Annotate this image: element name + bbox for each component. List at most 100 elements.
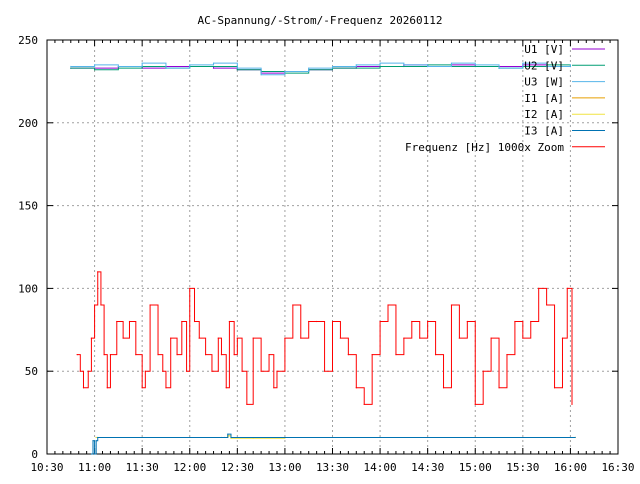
data-point-frequenz xyxy=(466,320,468,323)
data-point-frequenz xyxy=(363,403,365,405)
data-point-frequenz xyxy=(411,320,413,323)
data-point-frequenz xyxy=(79,370,81,372)
data-point-u2 xyxy=(403,65,405,68)
data-point-i3 xyxy=(97,436,99,439)
series-line-u3 xyxy=(70,62,571,76)
chart-title: AC-Spannung/-Strom/-Frequenz 20260112 xyxy=(197,14,442,27)
x-tick-label: 16:30 xyxy=(601,461,634,474)
plot-border xyxy=(46,39,619,455)
data-point-frequenz xyxy=(170,337,172,339)
data-point-i3 xyxy=(93,453,96,455)
data-point-frequenz xyxy=(198,337,200,339)
data-point-i3 xyxy=(95,440,97,442)
data-point-frequenz xyxy=(93,304,96,306)
data-point-frequenz xyxy=(228,320,231,323)
axes: 10:30 11:00 11:30 12:00 12:30 13:00 13:30 14:00… xyxy=(18,34,634,474)
data-point-i3 xyxy=(141,436,143,439)
data-point-u3 xyxy=(212,62,215,64)
data-point-frequenz xyxy=(566,287,568,289)
data-point-i3 xyxy=(474,436,476,439)
x-tick-label: 13:00 xyxy=(268,461,301,474)
data-point-frequenz xyxy=(506,354,508,356)
data-point-i3 xyxy=(284,436,286,439)
data-point-frequenz xyxy=(458,337,460,339)
data-point-u3 xyxy=(355,64,357,66)
data-point-u2 xyxy=(70,67,72,69)
data-point-frequenz xyxy=(339,337,342,339)
data-point-frequenz xyxy=(141,387,143,389)
x-tick-label: 15:00 xyxy=(459,461,492,474)
data-point-frequenz xyxy=(546,304,548,306)
data-point-u3 xyxy=(260,74,262,76)
x-tick-label: 13:30 xyxy=(316,461,349,474)
x-tick-label: 12:30 xyxy=(221,461,254,474)
legend: U1 [V] U2 [V] U3 [W] I1 [A] I2 [A] I3 [A] Freq… xyxy=(405,43,605,154)
data-point-u3 xyxy=(379,62,381,64)
x-tick-label: 14:30 xyxy=(411,461,444,474)
x-tick-label: 11:30 xyxy=(126,461,159,474)
data-point-frequenz xyxy=(135,354,137,356)
data-point-frequenz xyxy=(162,370,164,372)
data-point-u3 xyxy=(427,65,429,68)
x-tick-label: 14:00 xyxy=(364,461,397,474)
data-point-u3 xyxy=(70,65,72,68)
data-point-frequenz xyxy=(109,354,112,356)
data-point-frequenz xyxy=(419,337,421,339)
data-point-frequenz xyxy=(157,354,159,356)
data-point-u3 xyxy=(403,64,405,66)
data-point-frequenz xyxy=(185,370,188,372)
data-point-frequenz xyxy=(538,287,540,289)
x-tick-label: 11:00 xyxy=(78,461,111,474)
data-point-frequenz xyxy=(331,320,334,323)
data-point-frequenz xyxy=(371,354,373,356)
data-point-u2 xyxy=(236,69,238,71)
data-point-i3 xyxy=(224,436,226,439)
data-point-frequenz xyxy=(122,337,124,339)
legend-label: U2 [V] xyxy=(524,59,564,72)
data-point-frequenz xyxy=(103,354,105,356)
data-point-i3 xyxy=(189,436,191,439)
data-point-u3 xyxy=(189,64,191,66)
data-point-frequenz xyxy=(189,287,191,289)
data-point-u2 xyxy=(379,65,381,68)
data-point-frequenz xyxy=(347,354,349,356)
y-tick-label: 0 xyxy=(31,448,38,461)
data-point-frequenz xyxy=(176,354,178,356)
data-point-frequenz xyxy=(87,370,89,372)
data-point-u3 xyxy=(141,62,143,64)
legend-label: U3 [W] xyxy=(524,76,564,89)
data-point-i3 xyxy=(227,433,229,435)
y-tick-label: 50 xyxy=(25,365,38,378)
data-point-frequenz xyxy=(434,354,437,356)
data-point-u3 xyxy=(546,65,548,68)
plot-area xyxy=(70,62,576,455)
series-line-u2 xyxy=(70,64,571,74)
data-point-frequenz xyxy=(211,370,213,372)
x-tick-label: 12:00 xyxy=(173,461,206,474)
data-point-frequenz xyxy=(241,370,243,372)
data-point-frequenz xyxy=(323,370,326,372)
data-point-frequenz xyxy=(522,337,524,339)
series-line-frequenz xyxy=(77,271,573,405)
data-point-frequenz xyxy=(217,337,219,339)
data-point-u3 xyxy=(474,64,476,66)
data-point-i3 xyxy=(90,453,93,455)
data-point-frequenz xyxy=(403,337,405,339)
data-point-u2 xyxy=(212,65,215,68)
data-point-frequenz xyxy=(225,387,227,389)
data-point-frequenz xyxy=(220,354,223,356)
data-point-u3 xyxy=(498,67,500,69)
data-point-frequenz xyxy=(316,320,318,323)
data-point-i2 xyxy=(252,437,254,439)
data-point-u3 xyxy=(284,70,286,73)
data-point-frequenz xyxy=(530,320,532,323)
data-point-u2 xyxy=(474,65,476,68)
data-point-frequenz xyxy=(571,403,573,405)
data-point-i2 xyxy=(230,437,232,439)
data-point-frequenz xyxy=(181,320,183,323)
data-point-frequenz xyxy=(561,337,564,339)
data-point-frequenz xyxy=(292,304,294,306)
data-point-frequenz xyxy=(193,320,196,323)
data-point-frequenz xyxy=(128,320,131,323)
